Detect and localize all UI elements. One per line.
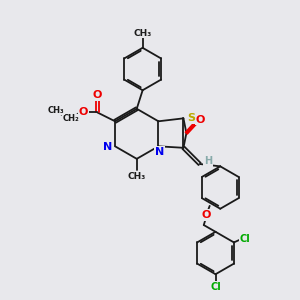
Text: N: N bbox=[155, 147, 164, 157]
Text: S: S bbox=[187, 113, 195, 123]
Text: O: O bbox=[196, 115, 205, 124]
Text: Cl: Cl bbox=[210, 282, 221, 292]
Text: CH₃: CH₃ bbox=[128, 172, 146, 181]
Text: O: O bbox=[93, 90, 102, 100]
Text: O: O bbox=[201, 210, 211, 220]
Text: CH₃: CH₃ bbox=[134, 28, 152, 38]
Text: CH₃: CH₃ bbox=[48, 106, 64, 115]
Text: N: N bbox=[103, 142, 112, 152]
Text: CH₂: CH₂ bbox=[62, 114, 79, 123]
Text: H: H bbox=[204, 156, 212, 166]
Text: Cl: Cl bbox=[240, 234, 250, 244]
Text: O: O bbox=[79, 107, 88, 118]
